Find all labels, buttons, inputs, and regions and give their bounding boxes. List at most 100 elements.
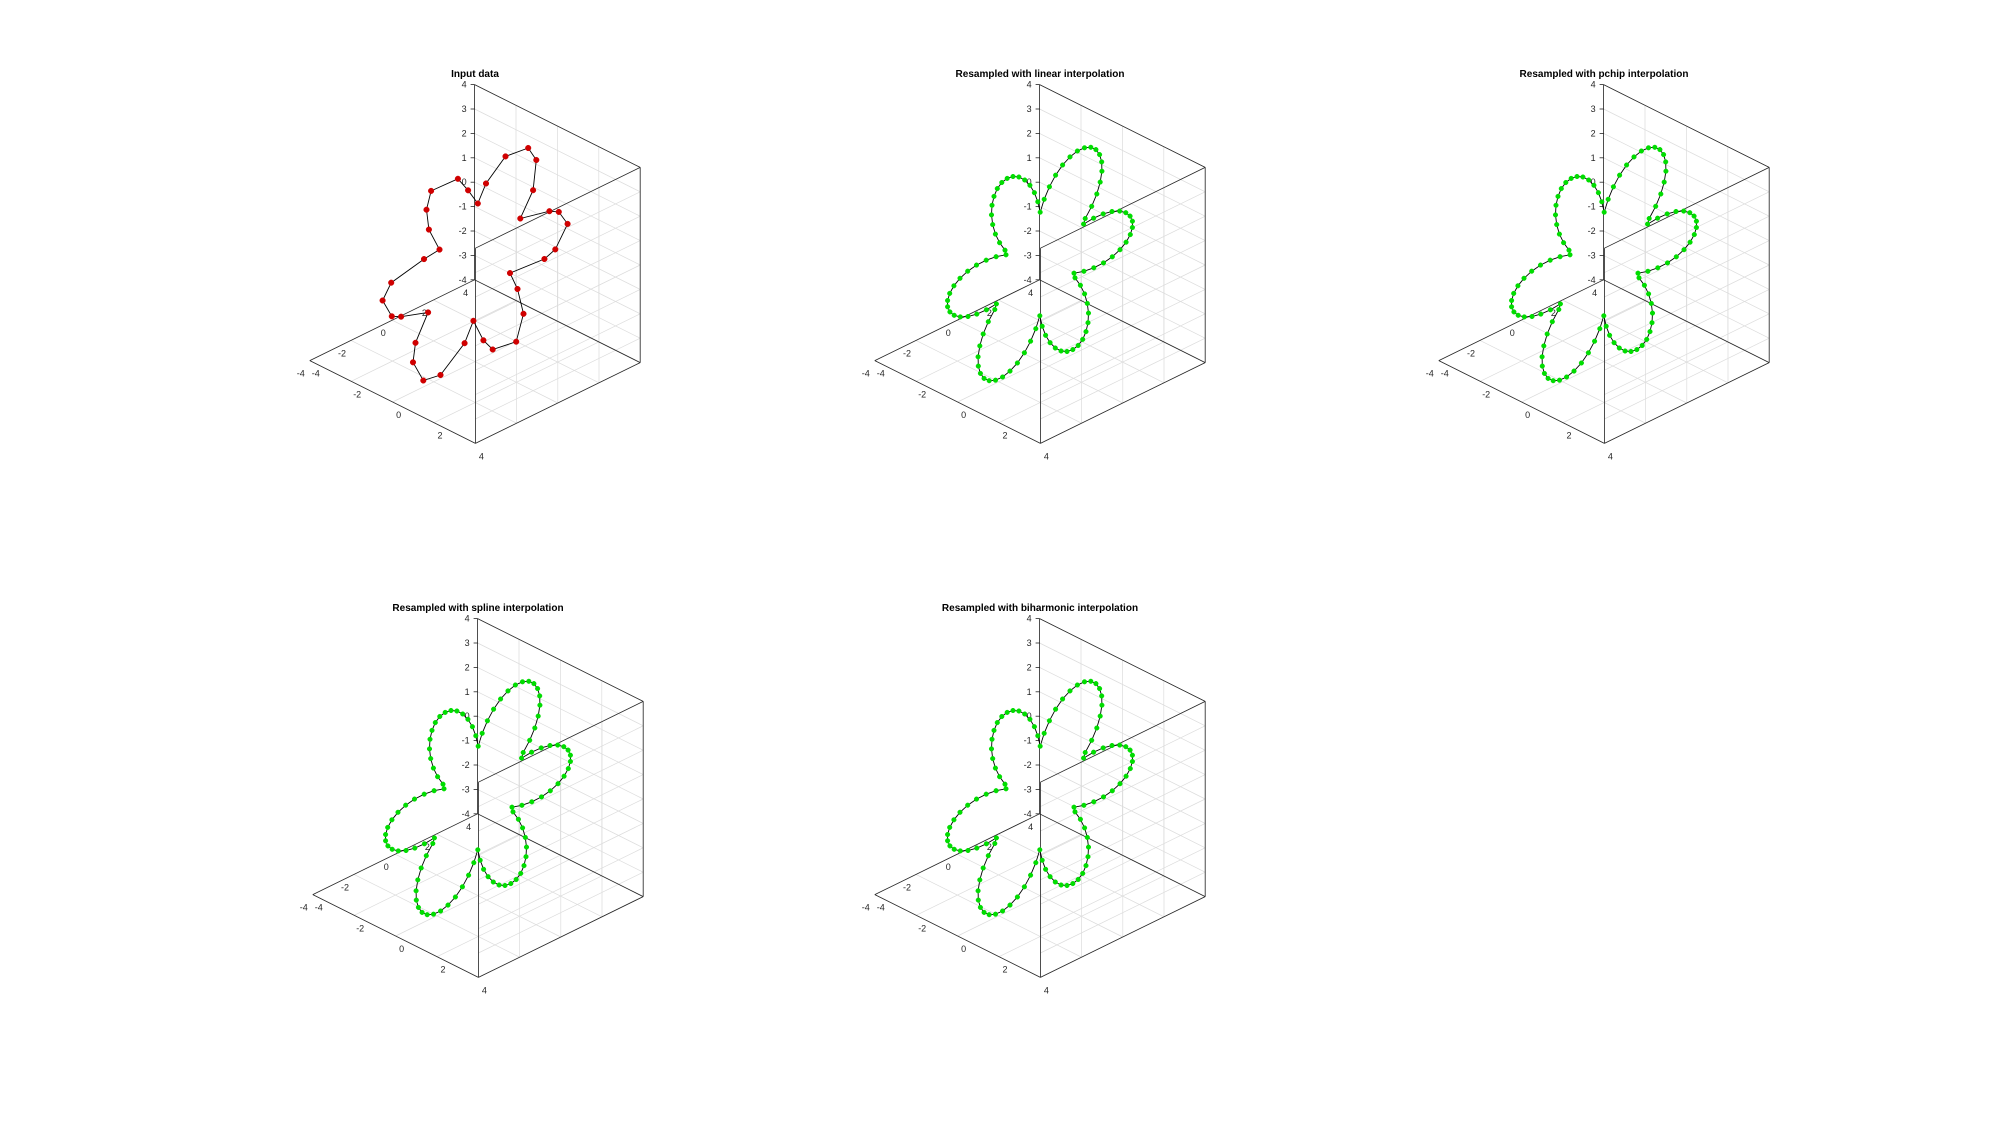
data-point — [989, 736, 995, 742]
z-tick-label: 0 — [1027, 177, 1032, 187]
z-tick-label: 3 — [1027, 638, 1032, 648]
data-point — [1566, 247, 1572, 253]
data-point — [1072, 275, 1078, 281]
data-point — [1631, 154, 1637, 160]
data-point — [957, 314, 963, 320]
data-point — [1033, 860, 1039, 866]
data-point — [1014, 894, 1020, 900]
data-point — [428, 756, 434, 762]
x-tick-label: 0 — [961, 944, 966, 954]
data-point — [469, 724, 475, 730]
data-point — [1064, 882, 1070, 889]
data-point — [1544, 331, 1550, 337]
data-point — [1521, 275, 1527, 281]
data-point — [947, 309, 953, 315]
data-point — [990, 756, 996, 762]
data-point — [1529, 313, 1535, 320]
data-point — [1037, 313, 1043, 319]
x-tick-label: -2 — [1482, 389, 1490, 399]
data-point — [1586, 177, 1592, 183]
data-point — [1129, 752, 1135, 758]
axes-box-edge — [309, 360, 476, 444]
data-point — [992, 306, 998, 313]
data-point — [1100, 745, 1106, 751]
data-point — [445, 902, 451, 908]
data-point — [991, 727, 997, 733]
data-point — [1561, 240, 1567, 246]
x-tick-label: -2 — [918, 389, 926, 399]
data-point — [977, 370, 983, 376]
data-point — [440, 781, 446, 787]
y-tick-label: 4 — [1028, 288, 1033, 298]
z-tick-label: -3 — [462, 784, 470, 794]
axes-box-edge — [1040, 167, 1206, 249]
axes-box-edge — [1603, 279, 1770, 363]
data-point — [1127, 213, 1133, 219]
data-point — [448, 707, 454, 714]
data-point — [992, 911, 999, 917]
data-point — [465, 187, 472, 194]
data-point — [1521, 314, 1527, 320]
axes-box — [874, 618, 1206, 978]
data-point — [997, 240, 1003, 246]
y-tick-label: -4 — [862, 369, 870, 379]
data-point — [980, 865, 986, 871]
data-point — [1074, 148, 1080, 154]
data-point — [1010, 173, 1016, 180]
data-point — [491, 706, 497, 712]
data-point — [537, 702, 543, 708]
data-point — [1070, 347, 1076, 353]
data-point — [994, 720, 1000, 726]
data-point — [1591, 182, 1597, 188]
data-point — [1081, 755, 1087, 761]
grid-line — [1040, 313, 1206, 395]
data-point — [1123, 210, 1129, 216]
z-tick-label: 4 — [1591, 80, 1596, 90]
data-point — [475, 847, 481, 853]
data-point — [1549, 319, 1555, 325]
data-point — [412, 845, 418, 851]
z-tick-label: -1 — [462, 736, 470, 746]
data-point — [388, 279, 395, 286]
data-point — [1610, 184, 1616, 190]
data-point — [1117, 208, 1123, 214]
data-point — [1053, 172, 1059, 178]
data-point — [527, 737, 533, 743]
grid-line — [1039, 108, 1206, 193]
y-tick-label: -4 — [297, 369, 305, 379]
data-point — [474, 200, 481, 207]
data-point — [993, 788, 999, 794]
data-point — [1611, 340, 1617, 346]
data-point — [1084, 834, 1090, 840]
data-point — [535, 686, 541, 692]
data-point — [1645, 145, 1652, 151]
data-point — [1636, 275, 1642, 281]
data-point — [1083, 863, 1089, 869]
grid-line — [1040, 337, 1206, 420]
data-point — [951, 312, 957, 318]
data-point — [974, 845, 980, 851]
grid-line — [1039, 691, 1206, 775]
data-point — [1053, 706, 1059, 712]
data-point — [1075, 342, 1081, 349]
x-tick-label: 2 — [1566, 431, 1571, 441]
z-tick-label: -2 — [459, 226, 467, 236]
grid-line — [350, 340, 517, 424]
data-point — [1074, 682, 1080, 688]
axes-box-edge — [874, 894, 1041, 978]
z-tick-label: 1 — [1591, 153, 1596, 163]
data-point — [1037, 743, 1043, 749]
data-point — [957, 275, 963, 281]
axes-box-edge — [874, 813, 1040, 895]
data-point — [1557, 254, 1563, 260]
data-point — [1129, 224, 1135, 231]
grid-line — [477, 667, 644, 751]
grid-line — [1039, 133, 1206, 217]
data-point — [1004, 175, 1010, 181]
data-point — [1082, 825, 1088, 831]
data-point — [1649, 310, 1656, 316]
data-point — [1592, 338, 1598, 344]
data-point — [1123, 773, 1129, 779]
data-point — [409, 359, 417, 366]
